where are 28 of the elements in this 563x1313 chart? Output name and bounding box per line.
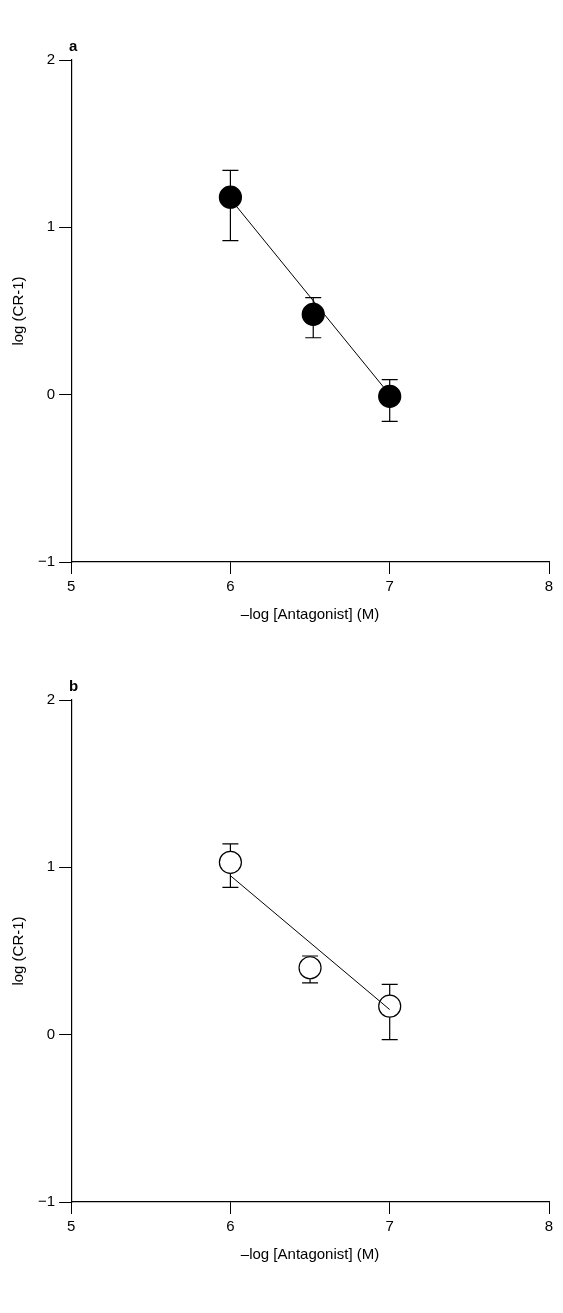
x-tick-label: 7 (385, 577, 394, 595)
y-tick-label: 0 (46, 384, 56, 402)
point (378, 384, 402, 408)
x-tick-label: 5 (66, 1217, 76, 1235)
x-tick-label: 8 (544, 577, 554, 595)
y-axis-title: log (CR-1) (9, 916, 27, 986)
x-tick-label: 6 (226, 1217, 235, 1235)
y-tick-label: 2 (46, 50, 56, 68)
y-tick-label: −1 (37, 552, 56, 570)
x-axis-title: –log [Antagonist] (M) (240, 605, 380, 623)
point (218, 850, 242, 874)
x-axis-title: –log [Antagonist] (M) (240, 1245, 380, 1263)
x-tick-label: 7 (385, 1217, 394, 1235)
y-tick-label: 2 (46, 690, 56, 708)
x-tick-label: 6 (226, 577, 235, 595)
chart-title: b (69, 676, 79, 694)
y-tick-label: 0 (46, 1024, 56, 1042)
chart-title: a (69, 36, 79, 54)
x-tick-label: 5 (66, 577, 76, 595)
point (378, 994, 402, 1018)
y-tick-label: 1 (46, 217, 56, 235)
point (218, 185, 242, 209)
y-tick-label: −1 (37, 1192, 56, 1210)
y-axis-title: log (CR-1) (9, 276, 27, 346)
point (298, 956, 322, 980)
y-tick-label: 1 (46, 857, 56, 875)
x-tick-label: 8 (544, 1217, 554, 1235)
point (301, 302, 325, 326)
